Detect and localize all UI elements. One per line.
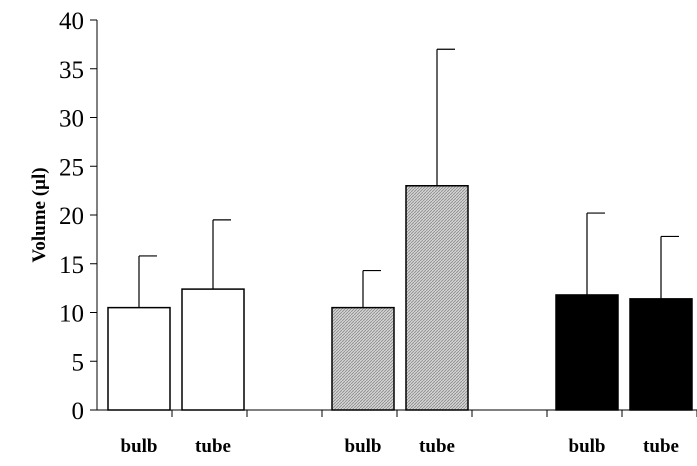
bar-2-tube <box>405 185 469 411</box>
x-tick-label: bulb <box>121 436 158 457</box>
y-tick-label: 5 <box>72 349 85 376</box>
y-tick-label: 20 <box>59 203 84 230</box>
x-tick-label: bulb <box>569 436 606 457</box>
bar-1-bulb <box>107 306 171 411</box>
y-tick-label: 10 <box>59 301 84 328</box>
x-tick-label: bulb <box>345 436 382 457</box>
y-tick-label: 0 <box>72 398 85 425</box>
bar-3-tube <box>629 298 693 411</box>
bar-3-bulb <box>555 294 619 411</box>
y-tick-label: 30 <box>59 106 84 133</box>
bar-1-tube <box>181 288 245 411</box>
x-tick-label: tube <box>643 436 679 457</box>
y-tick-label: 40 <box>59 8 84 35</box>
y-tick-label: 35 <box>59 57 84 84</box>
x-tick-label: tube <box>419 436 455 457</box>
y-axis-title: Volume (µl) <box>29 167 50 262</box>
y-tick-label: 25 <box>59 154 84 181</box>
bar-2-bulb <box>331 306 395 411</box>
bars <box>107 48 693 411</box>
y-tick-label: 15 <box>59 252 84 279</box>
labels: 0 5 10 15 20 25 30 35 40 Volume (µl) bulb tube bulb t… <box>29 8 679 457</box>
x-tick-label: tube <box>195 436 231 457</box>
